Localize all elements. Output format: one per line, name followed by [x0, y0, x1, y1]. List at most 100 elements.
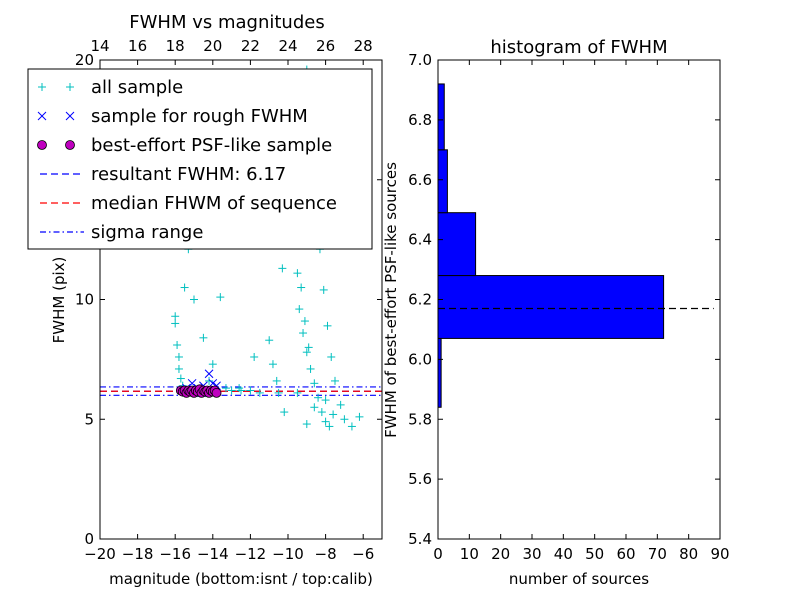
y-tick-label: 6.8 [408, 111, 432, 129]
x-tick-label: −18 [122, 545, 154, 563]
y-tick-label: 5 [84, 410, 94, 428]
data-point [329, 410, 338, 419]
left-top-x-ticks: 14 16 18 20 22 24 26 28 [90, 37, 372, 55]
x-tick-label: 70 [648, 545, 667, 563]
x-tick-label: 30 [522, 545, 541, 563]
top-x-tick-label: 18 [166, 37, 185, 55]
data-point [302, 420, 311, 429]
legend-marker-symbol-b [65, 111, 75, 121]
data-point [299, 329, 308, 338]
legend-marker-symbol [65, 111, 75, 121]
x-tick-label: 10 [460, 545, 479, 563]
data-point [274, 388, 283, 397]
top-x-tick-label: 20 [203, 37, 222, 55]
y-tick-label: 10 [75, 291, 94, 309]
data-point [171, 319, 180, 328]
data-point [336, 400, 345, 409]
legend-marker-symbol [65, 140, 75, 150]
y-tick-label: 6.2 [408, 291, 432, 309]
data-point-b [204, 369, 214, 379]
left-reference-lines [100, 386, 382, 396]
data-point [173, 341, 182, 350]
legend-label: sigma range [91, 222, 203, 243]
top-x-tick-label: 14 [90, 37, 109, 55]
data-point [250, 352, 259, 361]
data-point [321, 396, 330, 405]
data-point [174, 364, 183, 373]
legend-marker-symbol-b [37, 111, 47, 121]
right-y-ticks: 5.4 5.6 5.8 6.0 6.2 6.4 6.6 6.8 7.0 [408, 51, 720, 548]
x-tick-label: 50 [585, 545, 604, 563]
data-point [272, 376, 281, 385]
right-x-axis-label: number of sources [509, 570, 649, 588]
data-point [327, 352, 336, 361]
legend-marker-symbol [66, 83, 74, 91]
data-point [295, 305, 304, 314]
x-tick-label: −6 [352, 545, 374, 563]
data-point [211, 388, 222, 398]
data-point [355, 412, 364, 421]
data-point [246, 386, 255, 395]
y-tick-label: 5.4 [408, 530, 432, 548]
data-point [265, 336, 274, 345]
x-tick-label: 80 [679, 545, 698, 563]
y-tick-label: 20 [75, 51, 94, 69]
right-chart-title: histogram of FWHM [490, 37, 667, 58]
top-x-tick-label: 28 [354, 37, 373, 55]
legend-marker-symbol [37, 140, 47, 150]
data-point [325, 422, 334, 431]
histogram-bar [437, 212, 477, 277]
top-x-tick-label: 22 [241, 37, 260, 55]
data-point [174, 352, 183, 361]
legend-label: resultant FWHM: 6.17 [91, 164, 286, 185]
legend-marker-symbol [37, 111, 47, 121]
data-point [171, 312, 180, 321]
data-point [205, 376, 214, 385]
histogram-panel: histogram of FWHM number of sources FWHM… [382, 37, 730, 588]
data-point [199, 333, 208, 342]
data-point [208, 360, 217, 369]
left-y-axis-label: FWHM (pix) [50, 257, 68, 344]
data-point [302, 348, 311, 357]
y-tick-label: 5.8 [408, 410, 432, 428]
histogram-bar [437, 149, 448, 214]
data-point [180, 283, 189, 292]
x-tick-label: −8 [315, 545, 337, 563]
left-axes-frame [99, 59, 383, 540]
data-point [323, 321, 332, 330]
y-tick-label: 5.6 [408, 470, 432, 488]
data-point [293, 388, 302, 397]
y-tick-label: 6.6 [408, 171, 432, 189]
legend-box [27, 68, 373, 250]
x-tick-label: −12 [235, 545, 267, 563]
data-point [331, 376, 339, 385]
histogram-bar [437, 275, 665, 339]
data-point [235, 384, 244, 393]
data-point [304, 343, 313, 352]
data-point [317, 408, 326, 417]
data-point [347, 422, 356, 431]
data-point [268, 360, 277, 369]
scatter-panel: FWHM vs magnitudes magnitude (bottom:isn… [27, 12, 383, 588]
top-x-tick-label: 16 [128, 37, 147, 55]
data-point [190, 295, 198, 304]
data-point [293, 269, 302, 278]
legend-label: sample for rough FWHM [91, 106, 308, 127]
right-axes-frame [437, 59, 721, 540]
data-point [227, 386, 236, 395]
data-point [297, 283, 306, 292]
legend-marker-symbol [38, 83, 46, 91]
legend: all sample sample for rough FWHM best-effo… [27, 68, 373, 250]
data-point [300, 317, 309, 326]
data-point [340, 415, 349, 424]
legend-entries: all sample sample for rough FWHM best-effo… [37, 77, 337, 243]
x-tick-label: −20 [84, 545, 116, 563]
data-point [314, 393, 323, 402]
data-point [204, 369, 214, 379]
data-point [221, 384, 230, 393]
legend-label: all sample [91, 77, 183, 98]
legend-label: median FHWM of sequence [91, 193, 337, 214]
data-point [280, 408, 289, 417]
data-point [310, 379, 319, 388]
